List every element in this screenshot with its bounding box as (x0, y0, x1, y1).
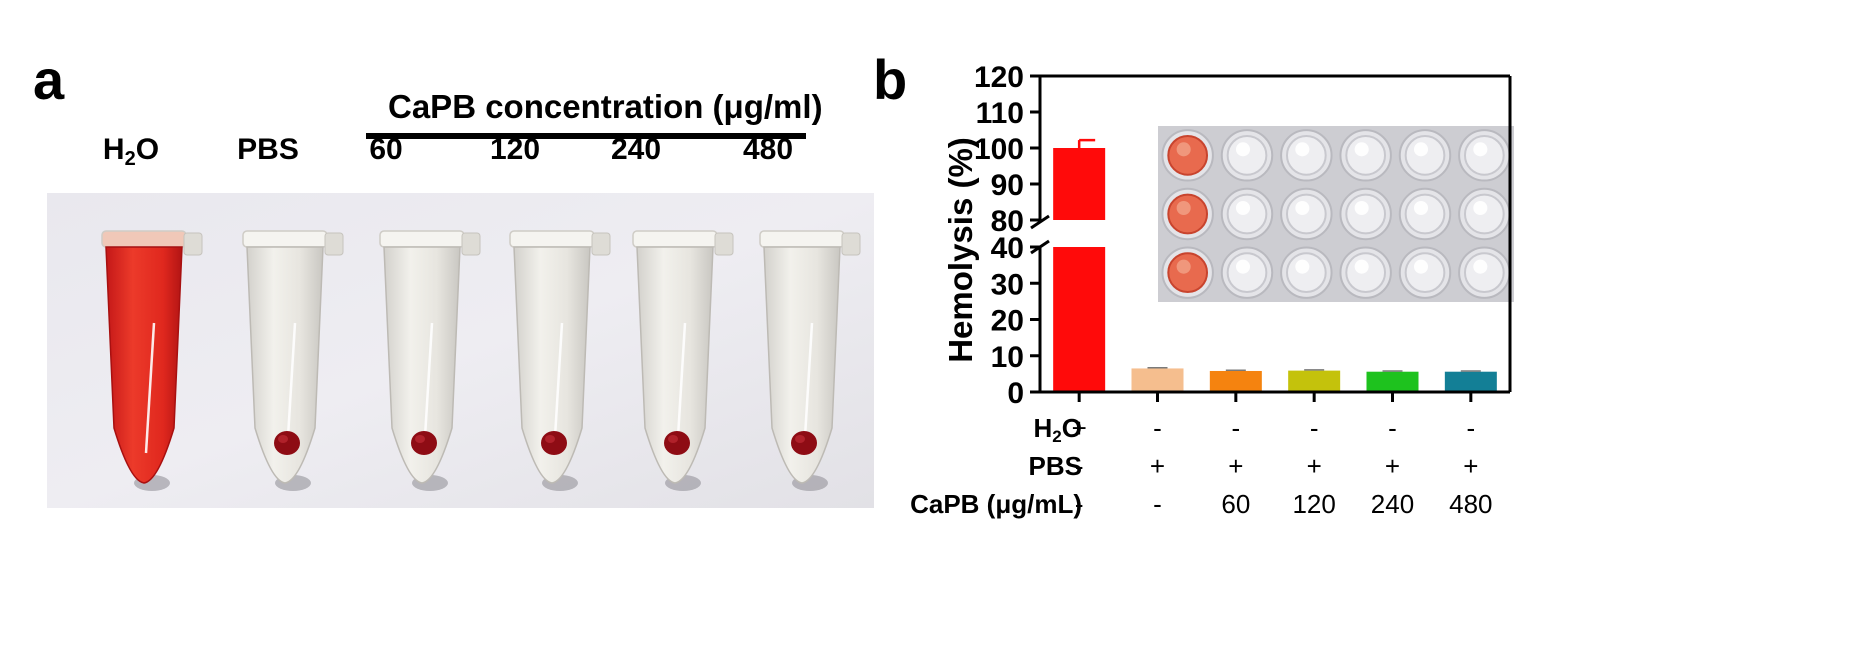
y-axis-label: Hemolysis (%) (942, 137, 979, 363)
well-2-2 (1280, 246, 1333, 299)
well-0-1 (1220, 129, 1274, 182)
condition-cell-1-4: + (1384, 451, 1401, 481)
tube-5 (759, 230, 861, 491)
panel-a-letter: a (33, 48, 65, 111)
tube-label-4: 240 (610, 133, 662, 166)
condition-cell-1-1: + (1149, 451, 1166, 481)
y-tick-label-20: 20 (991, 305, 1024, 338)
condition-row-label-0: H2O (1033, 413, 1082, 446)
condition-cell-2-5: 480 (1449, 489, 1493, 519)
tube-4 (632, 230, 734, 491)
condition-cell-0-3: - (1309, 413, 1319, 443)
inset-background (1158, 126, 1514, 302)
concentration-bracket-line (366, 133, 806, 139)
tube-label-1: PBS (237, 133, 299, 166)
bar-1 (1131, 368, 1184, 392)
well-0-5 (1458, 129, 1511, 182)
bar-4 (1366, 371, 1419, 392)
condition-cell-0-0: + (1071, 413, 1087, 443)
y-tick-label-100: 100 (974, 133, 1024, 166)
condition-cell-0-2: - (1231, 413, 1241, 443)
well-2-0 (1161, 246, 1214, 299)
well-2-1 (1220, 246, 1274, 299)
well-0-0 (1161, 129, 1214, 182)
well-2-3 (1339, 246, 1392, 299)
condition-cell-1-2: + (1228, 451, 1244, 481)
y-tick-label-80: 80 (991, 205, 1024, 238)
condition-cell-2-3: 120 (1292, 489, 1336, 519)
tube-photo (47, 193, 874, 508)
tube-label-0: H2O (102, 133, 160, 170)
bar-3 (1288, 370, 1341, 392)
well-0-2 (1280, 129, 1333, 182)
bar-5 (1444, 371, 1497, 392)
tube-2 (379, 230, 481, 491)
condition-cell-2-1: - (1153, 489, 1162, 519)
tube-1 (242, 230, 344, 491)
tube-0 (101, 230, 203, 491)
condition-cell-1-0: - (1074, 451, 1084, 481)
well-0-3 (1339, 129, 1392, 182)
condition-cell-1-3: + (1306, 451, 1322, 481)
well-1-1 (1220, 187, 1274, 241)
panel-b-letter: b (873, 48, 908, 111)
well-plate-inset (1158, 126, 1514, 302)
well-2-4 (1398, 246, 1452, 299)
y-tick-label-10: 10 (991, 341, 1024, 374)
well-1-2 (1280, 187, 1333, 241)
bar-2 (1209, 370, 1262, 392)
bar-0-lower (1053, 247, 1106, 392)
y-tick-label-40: 40 (991, 232, 1024, 265)
well-1-0 (1161, 187, 1214, 241)
condition-cell-2-2: 60 (1221, 489, 1251, 519)
condition-row-label-1: PBS (1028, 451, 1082, 481)
condition-cell-2-4: 240 (1370, 489, 1415, 519)
axis-break-upper (1030, 214, 1050, 230)
condition-cell-0-4: - (1388, 413, 1397, 443)
y-tick-label-30: 30 (991, 268, 1024, 301)
condition-row-label-2: CaPB (μg/mL) (910, 489, 1082, 519)
bar-0-upper (1053, 148, 1106, 220)
well-1-5 (1458, 187, 1511, 241)
tube-label-3: 120 (489, 133, 541, 166)
well-0-4 (1398, 129, 1452, 182)
y-tick-label-90: 90 (991, 169, 1024, 202)
well-1-3 (1339, 187, 1392, 241)
y-tick-label-0: 0 (1007, 377, 1024, 410)
condition-cell-0-1: - (1153, 413, 1162, 443)
condition-cell-2-0: - (1074, 489, 1084, 519)
y-tick-label-120: 120 (974, 61, 1024, 94)
well-2-5 (1458, 246, 1511, 299)
condition-cell-0-5: - (1466, 413, 1476, 443)
tube-label-2: 60 (369, 133, 403, 166)
well-1-4 (1398, 187, 1452, 241)
tube-label-5: 480 (742, 133, 794, 166)
concentration-title: CaPB concentration (μg/ml) (388, 88, 823, 125)
tube-3 (509, 230, 611, 491)
y-tick-label-110: 110 (976, 97, 1024, 130)
condition-cell-1-5: + (1463, 451, 1479, 481)
